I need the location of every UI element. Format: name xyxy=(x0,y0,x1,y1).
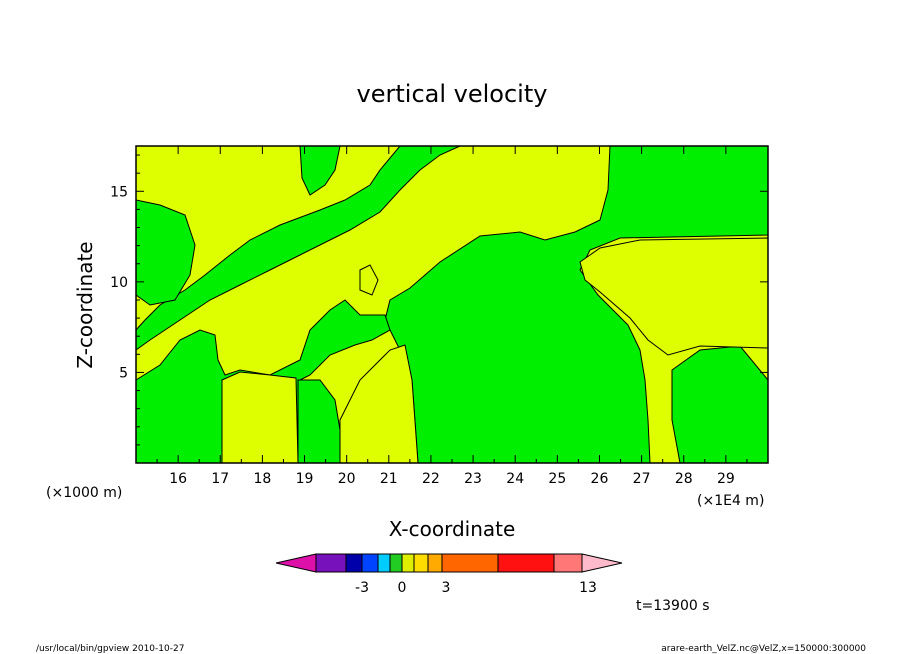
colorbar-label: 13 xyxy=(579,580,597,596)
contour-island-2 xyxy=(359,264,379,296)
colorbar-segment xyxy=(361,553,379,573)
colorbar-segment xyxy=(377,553,391,573)
contour-field xyxy=(135,145,769,464)
colorbar-segment xyxy=(315,553,347,573)
x-tick-label: 27 xyxy=(633,471,651,487)
footer-right: arare-earth_VelZ.nc@VelZ,x=150000:300000 xyxy=(661,644,866,654)
x-tick-label: 25 xyxy=(548,471,566,487)
x-tick-label: 23 xyxy=(464,471,482,487)
x-tick-label: 18 xyxy=(253,471,271,487)
y-axis-label: Z-coordinate xyxy=(73,241,97,368)
y-tick-label: 10 xyxy=(110,275,128,291)
x-tick-label: 29 xyxy=(717,471,735,487)
x-tick-label: 22 xyxy=(422,471,440,487)
colorbar xyxy=(275,553,623,573)
chart-title: vertical velocity xyxy=(357,80,548,108)
x-axis-label: X-coordinate xyxy=(389,517,516,541)
contour-island-3 xyxy=(579,237,769,356)
contour-island-1 xyxy=(221,371,299,464)
colorbar-segment xyxy=(581,553,623,573)
x-tick-label: 17 xyxy=(211,471,229,487)
y-scale-label: (×1000 m) xyxy=(46,485,122,501)
y-tick-label: 15 xyxy=(110,184,128,200)
colorbar-segment xyxy=(275,553,317,573)
contour-region-right xyxy=(671,345,769,464)
x-tick-label: 28 xyxy=(675,471,693,487)
x-tick-label: 20 xyxy=(338,471,356,487)
colorbar-label: -3 xyxy=(355,580,369,596)
y-tick-label: 5 xyxy=(119,365,128,381)
x-tick-label: 21 xyxy=(380,471,398,487)
x-tick-label: 16 xyxy=(169,471,187,487)
time-label: t=13900 s xyxy=(636,598,710,614)
axis-ticks: 16 17 18 19 20 21 22 23 24 25 26 27 28 29 5 10 15 xyxy=(110,146,768,487)
x-tick-label: 26 xyxy=(591,471,609,487)
colorbar-segment xyxy=(427,553,443,573)
colorbar-segment xyxy=(389,553,403,573)
x-tick-label: 19 xyxy=(296,471,314,487)
colorbar-labels: -3 0 3 13 xyxy=(355,580,597,596)
footer-left: /usr/local/bin/gpview 2010-10-27 xyxy=(36,644,184,654)
colorbar-segment xyxy=(345,553,363,573)
colorbar-segment xyxy=(413,553,429,573)
colorbar-segment xyxy=(441,553,499,573)
x-scale-label: (×1E4 m) xyxy=(697,493,764,509)
colorbar-segment xyxy=(553,553,583,573)
colorbar-segment xyxy=(401,553,415,573)
colorbar-label: 0 xyxy=(398,580,407,596)
x-tick-label: 24 xyxy=(506,471,524,487)
colorbar-segment xyxy=(497,553,555,573)
colorbar-label: 3 xyxy=(442,580,451,596)
contour-region-left xyxy=(135,199,196,306)
